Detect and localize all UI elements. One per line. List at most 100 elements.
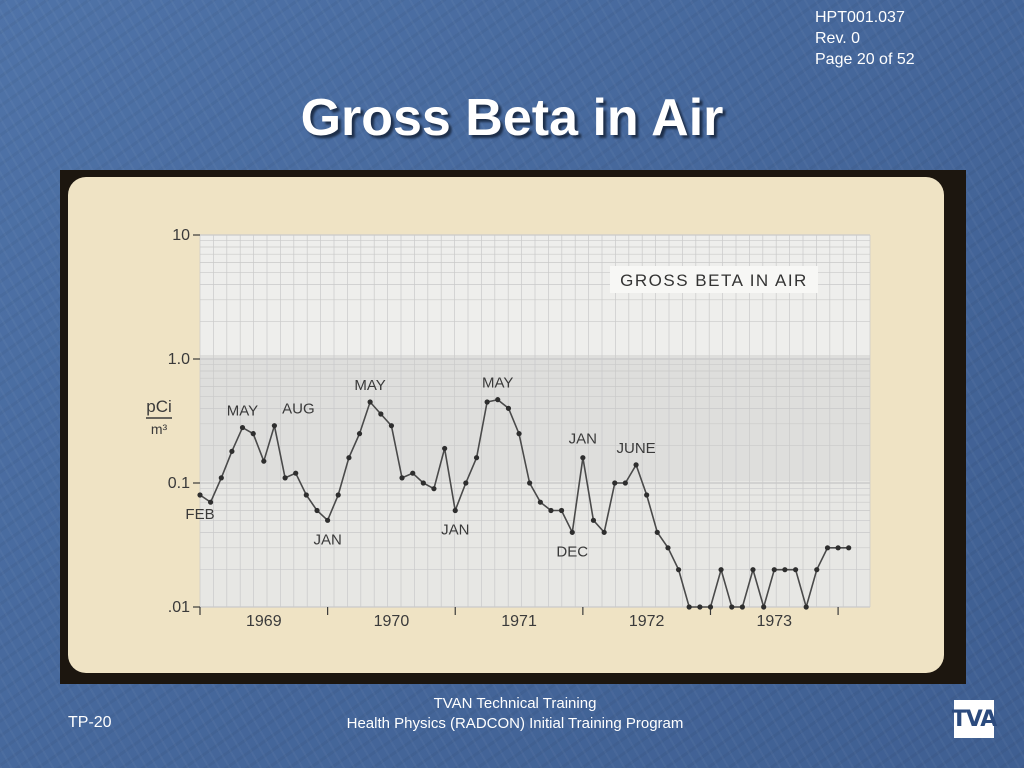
y-axis-label-denominator: m³	[151, 421, 168, 437]
y-tick-label: .01	[168, 599, 190, 616]
data-point	[729, 604, 735, 610]
data-point	[569, 529, 575, 535]
month-label: AUG	[282, 401, 315, 418]
data-point	[463, 480, 469, 486]
x-tick-label: 1969	[246, 613, 282, 630]
data-point	[665, 545, 671, 551]
data-point	[388, 423, 395, 429]
data-point	[271, 423, 278, 429]
month-annotations: FEB MAY AUG JAN MAY JAN MAY JAN DEC JUNE	[185, 375, 655, 561]
data-point	[442, 445, 448, 452]
data-point	[495, 397, 501, 403]
y-axis-label-numerator: pCi	[146, 397, 172, 416]
data-point	[325, 517, 331, 523]
data-point	[314, 507, 320, 514]
data-point	[218, 475, 224, 481]
data-point	[835, 545, 841, 551]
x-tick-label: 1970	[374, 613, 410, 630]
data-point	[792, 567, 799, 573]
data-point	[686, 604, 692, 610]
data-point	[229, 448, 235, 454]
data-point	[548, 507, 554, 514]
data-point	[633, 462, 639, 468]
data-point	[750, 567, 756, 573]
data-point	[697, 604, 703, 610]
document-info: HPT001.037 Rev. 0 Page 20 of 52	[815, 7, 915, 70]
chart-title: GROSS BETA IN AIR	[620, 271, 808, 290]
month-label: JAN	[313, 531, 341, 548]
data-point	[824, 545, 831, 551]
chart-title-box	[610, 266, 818, 293]
data-point	[601, 529, 607, 535]
data-point	[293, 470, 299, 476]
document-revision: Rev. 0	[815, 30, 861, 47]
data-point	[612, 480, 618, 486]
data-point	[420, 480, 426, 486]
month-label: JAN	[569, 431, 597, 448]
data-point	[484, 399, 490, 405]
data-point	[239, 424, 246, 431]
data-point	[282, 475, 288, 481]
data-point	[473, 455, 480, 461]
data-point	[654, 529, 660, 535]
data-point	[367, 399, 373, 405]
data-point	[346, 455, 352, 461]
data-point	[356, 431, 363, 437]
data-point	[558, 507, 565, 514]
series-points	[197, 397, 852, 610]
data-point	[516, 431, 522, 437]
month-label: MAY	[354, 377, 385, 394]
data-point	[761, 604, 767, 610]
data-point	[431, 486, 437, 492]
data-point	[250, 431, 256, 437]
x-tick-label: 1973	[756, 613, 792, 630]
data-point	[771, 567, 777, 573]
x-axis-ticks: 1969 1970 1971 1972 1973	[199, 607, 839, 630]
data-point	[803, 604, 809, 610]
data-point	[814, 567, 820, 573]
data-point	[537, 499, 543, 505]
footer-program: TVAN Technical Training Health Physics (…	[0, 694, 1024, 734]
document-code: HPT001.037	[815, 9, 905, 26]
data-point	[303, 492, 309, 498]
y-axis-ticks: 10 1.0 0.1 .01	[168, 227, 200, 616]
month-label: MAY	[227, 403, 258, 420]
data-point	[399, 475, 405, 481]
y-tick-label: 0.1	[168, 475, 190, 492]
month-label: MAY	[482, 375, 513, 392]
y-tick-label: 1.0	[168, 351, 190, 368]
x-tick-label: 1971	[501, 613, 537, 630]
month-label: JUNE	[616, 440, 655, 457]
data-point	[197, 492, 203, 498]
plot-grid	[199, 234, 871, 608]
page-number: Page 20 of 52	[815, 51, 915, 68]
tva-logo: TVA	[952, 700, 997, 738]
slide-title: Gross Beta in Air	[300, 89, 724, 147]
footer-slide-number: TP-20	[68, 714, 112, 731]
data-point	[527, 480, 533, 486]
data-point	[622, 480, 628, 486]
x-tick-label: 1972	[629, 613, 665, 630]
data-point	[739, 604, 745, 610]
data-point	[782, 567, 788, 573]
data-point	[590, 517, 597, 523]
data-point	[505, 405, 512, 411]
data-point	[675, 567, 682, 573]
footer-line-1: TVAN Technical Training	[433, 695, 597, 712]
y-tick-label: 10	[172, 227, 190, 244]
data-point	[718, 567, 724, 573]
footer-line-2: Health Physics (RADCON) Initial Training…	[346, 715, 684, 732]
data-point	[846, 545, 852, 551]
data-point	[207, 499, 214, 505]
data-point	[261, 458, 267, 464]
data-point	[410, 470, 416, 476]
data-point	[378, 411, 384, 417]
data-point	[580, 455, 586, 461]
data-point	[335, 492, 341, 498]
data-point	[644, 492, 650, 498]
data-point	[452, 507, 458, 514]
month-label: FEB	[185, 506, 214, 523]
month-label: DEC	[556, 543, 588, 560]
data-point	[707, 604, 714, 610]
